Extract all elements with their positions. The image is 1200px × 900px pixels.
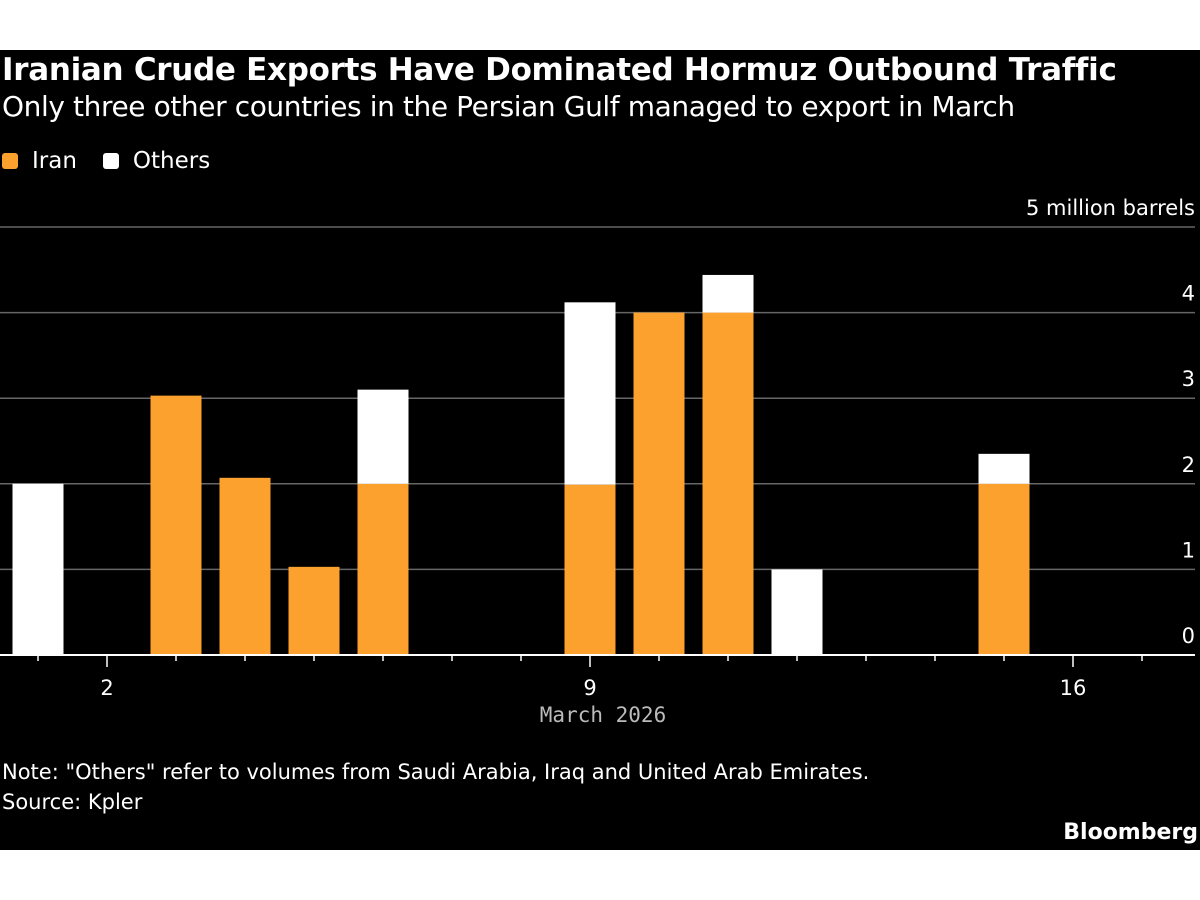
- y-tick-label: 3: [1182, 367, 1195, 391]
- y-tick-label: 2: [1182, 453, 1195, 477]
- legend: Iran Others: [2, 148, 236, 174]
- x-tick-label: 16: [1060, 676, 1087, 700]
- bar-iran: [702, 312, 754, 655]
- y-tick-label: 1: [1182, 538, 1195, 562]
- legend-item-iran: Iran: [2, 148, 77, 174]
- bar-others: [357, 389, 409, 484]
- bar-iran: [219, 477, 271, 655]
- bar-iran: [978, 483, 1030, 655]
- y-axis-label: 5 million barrels: [1026, 196, 1195, 220]
- bar-iran: [564, 484, 616, 655]
- legend-label-others: Others: [132, 148, 211, 174]
- x-tick-label: 2: [100, 676, 113, 700]
- chart-panel: Iranian Crude Exports Have Dominated Hor…: [0, 50, 1200, 850]
- bar-chart: 0 1 2 3 4 5 million barrels 2 9 16 March 2026: [0, 196, 1195, 727]
- bar-others: [771, 569, 823, 655]
- legend-label-iran: Iran: [32, 148, 77, 174]
- legend-swatch-iran: [2, 153, 18, 169]
- x-tick-label: 9: [583, 676, 596, 700]
- y-tick-label: 0: [1182, 624, 1195, 648]
- bar-iran: [150, 395, 202, 655]
- bar-others: [564, 302, 616, 485]
- bar-others: [12, 483, 64, 655]
- bar-iran: [633, 312, 685, 655]
- bar-others: [702, 274, 754, 313]
- bar-iran: [288, 566, 340, 655]
- y-tick-label: 4: [1182, 282, 1195, 306]
- source: Source: Kpler: [2, 790, 143, 814]
- x-axis-label: March 2026: [540, 703, 666, 727]
- chart-title: Iranian Crude Exports Have Dominated Hor…: [2, 52, 1117, 88]
- bar-iran: [357, 483, 409, 655]
- chart-subtitle: Only three other countries in the Persia…: [2, 90, 1015, 123]
- bloomberg-logo: Bloomberg: [1063, 820, 1198, 845]
- footnote: Note: "Others" refer to volumes from Sau…: [2, 760, 870, 784]
- bar-others: [978, 453, 1030, 484]
- legend-swatch-others: [102, 153, 119, 169]
- legend-item-others: Others: [102, 148, 211, 174]
